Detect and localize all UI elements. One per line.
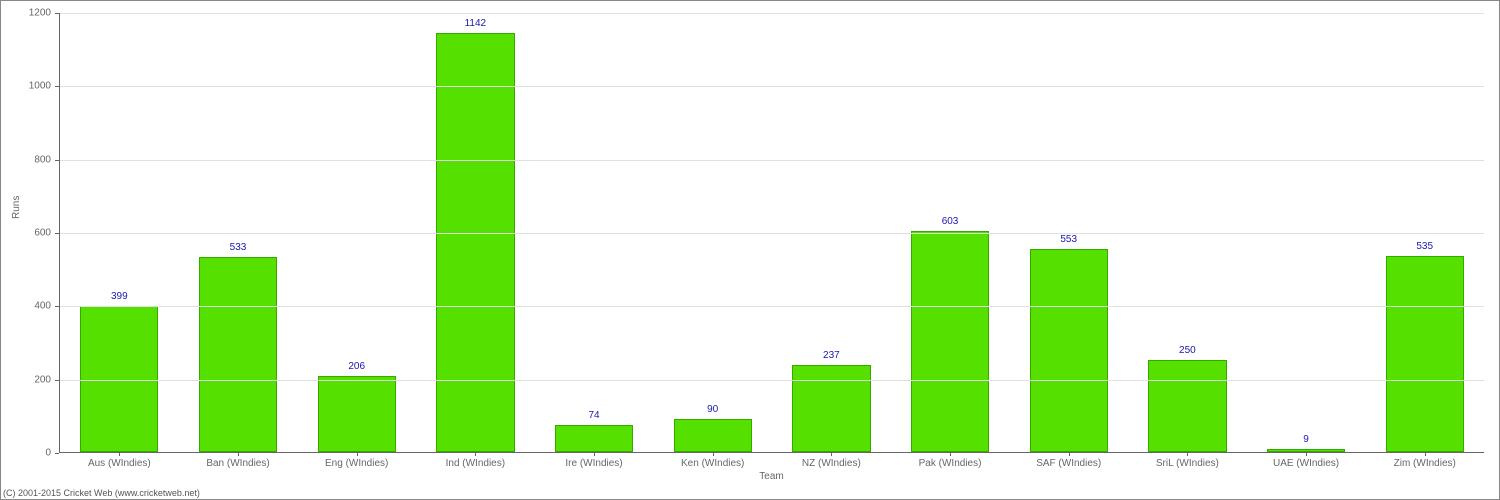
bar	[1386, 256, 1464, 452]
bar	[555, 425, 633, 452]
bar-value-label: 237	[823, 350, 840, 361]
x-tick	[238, 452, 239, 456]
y-tick	[55, 160, 59, 161]
chart-container: 399Aus (WIndies)533Ban (WIndies)206Eng (…	[0, 0, 1500, 500]
x-tick	[713, 452, 714, 456]
footer-credit: (C) 2001-2015 Cricket Web (www.cricketwe…	[3, 488, 200, 498]
y-tick-label: 200	[11, 374, 51, 385]
bar-value-label: 535	[1416, 241, 1433, 252]
bar-value-label: 399	[111, 291, 128, 302]
bar-value-label: 74	[588, 410, 599, 421]
x-tick	[831, 452, 832, 456]
x-tick	[1187, 452, 1188, 456]
bar-value-label: 9	[1303, 434, 1309, 445]
y-tick-label: 1200	[11, 8, 51, 19]
bar	[318, 376, 396, 452]
gridline	[60, 160, 1484, 161]
x-tick	[1425, 452, 1426, 456]
gridline	[60, 380, 1484, 381]
y-tick-label: 0	[11, 448, 51, 459]
x-tick	[1069, 452, 1070, 456]
bar-value-label: 250	[1179, 345, 1196, 356]
gridline	[60, 86, 1484, 87]
x-tick-label: Zim (WIndies)	[1342, 458, 1500, 469]
bar	[199, 257, 277, 452]
y-tick	[55, 86, 59, 87]
gridline	[60, 13, 1484, 14]
y-tick-label: 1000	[11, 81, 51, 92]
bar-value-label: 533	[230, 242, 247, 253]
y-tick	[55, 380, 59, 381]
bar	[911, 231, 989, 452]
y-tick-label: 800	[11, 154, 51, 165]
x-axis-label: Team	[59, 471, 1484, 482]
gridline	[60, 233, 1484, 234]
gridline	[60, 306, 1484, 307]
bar-value-label: 553	[1060, 234, 1077, 245]
plot-area: 399Aus (WIndies)533Ban (WIndies)206Eng (…	[59, 13, 1484, 453]
y-axis-label: Runs	[11, 196, 22, 219]
bar	[674, 419, 752, 452]
x-tick	[357, 452, 358, 456]
bar-value-label: 1142	[465, 18, 487, 29]
y-tick	[55, 233, 59, 234]
x-tick	[950, 452, 951, 456]
y-tick	[55, 306, 59, 307]
bar-value-label: 603	[942, 216, 959, 227]
y-tick-label: 600	[11, 228, 51, 239]
y-tick	[55, 453, 59, 454]
bar-value-label: 206	[348, 361, 365, 372]
bar-value-label: 90	[707, 404, 718, 415]
x-tick	[1306, 452, 1307, 456]
bar	[1148, 360, 1226, 452]
y-tick-label: 400	[11, 301, 51, 312]
x-tick	[119, 452, 120, 456]
y-tick	[55, 13, 59, 14]
bar	[436, 33, 514, 452]
x-tick	[475, 452, 476, 456]
x-tick	[594, 452, 595, 456]
bar	[1030, 249, 1108, 452]
bar	[792, 365, 870, 452]
